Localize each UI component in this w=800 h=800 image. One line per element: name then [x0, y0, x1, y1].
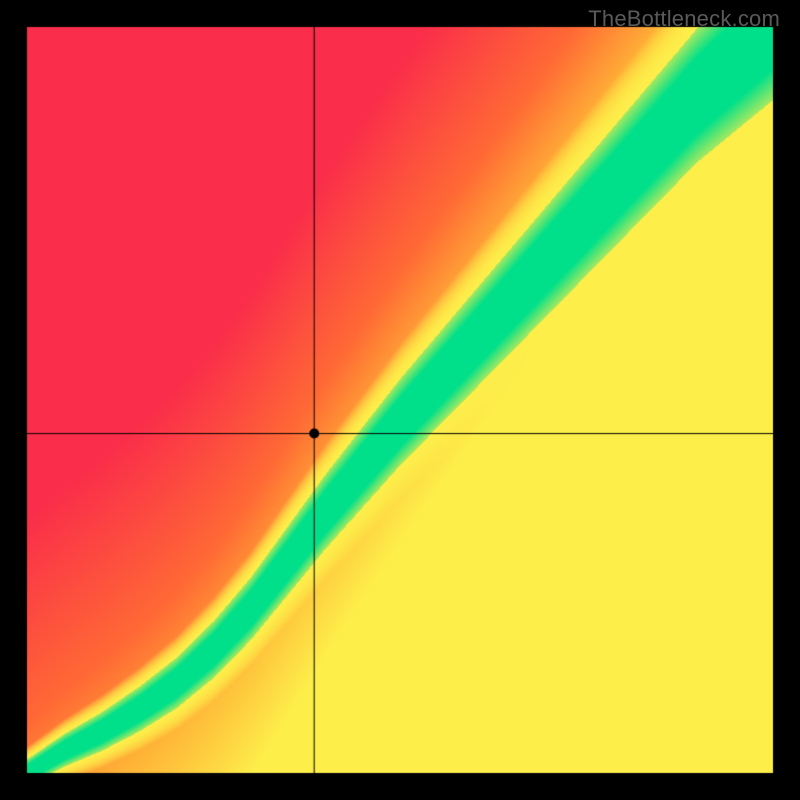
chart-container: TheBottleneck.com	[0, 0, 800, 800]
watermark-text: TheBottleneck.com	[588, 6, 780, 32]
bottleneck-heatmap-canvas	[0, 0, 800, 800]
